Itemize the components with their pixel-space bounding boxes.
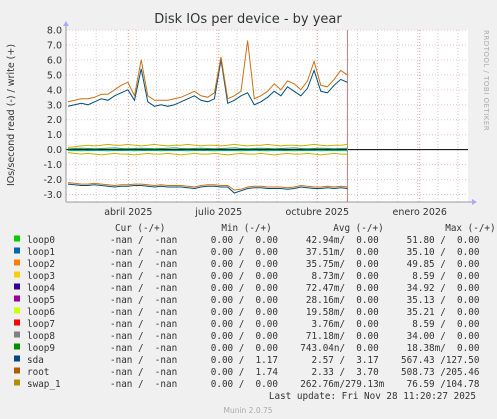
legend-swatch-loop2: [14, 259, 20, 266]
legend-values-loop8: -nan / -nan 0.00 / 0.00 71.18m/ 0.00 34.…: [110, 331, 479, 342]
x-tick-label: octubre 2025: [285, 207, 349, 218]
legend: Cur (-/+) Min (-/+) Avg (-/+) Max (-/+) …: [14, 223, 496, 390]
x-tick-label: julio 2025: [194, 207, 242, 218]
legend-values-loop5: -nan / -nan 0.00 / 0.00 28.16m/ 0.00 35.…: [110, 295, 479, 306]
y-tick-label: 1.0: [47, 130, 62, 141]
legend-values-loop9: -nan / -nan 0.00 / 0.00 743.04n/ 0.00 18…: [110, 343, 479, 354]
legend-name-loop5: loop5: [27, 295, 55, 306]
legend-values-loop1: -nan / -nan 0.00 / 0.00 37.51m/ 0.00 35.…: [110, 247, 479, 258]
legend-name-root: root: [27, 367, 49, 378]
legend-values-loop0: -nan / -nan 0.00 / 0.00 42.94m/ 0.00 51.…: [110, 235, 479, 246]
legend-name-loop9: loop9: [27, 343, 55, 354]
legend-name-loop6: loop6: [27, 307, 55, 318]
legend-values-loop2: -nan / -nan 0.00 / 0.00 35.75m/ 0.00 49.…: [110, 259, 479, 270]
y-tick-label: 7.0: [47, 40, 62, 51]
side-label: RRDTOOL / TOBI OETIKER: [482, 30, 490, 131]
series-line-sda-read: [67, 183, 348, 194]
plot-area: -3.0 -2.0 -1.0 0.0 1.0 2.0 3.0 4.0 5.0 6.0 7.0 8.0 a…: [43, 21, 477, 218]
legend-name-swap_1: swap_1: [27, 379, 61, 390]
x-tick-label: abril 2025: [104, 207, 152, 218]
legend-values-loop3: -nan / -nan 0.00 / 0.00 8.73m/ 0.00 8.59…: [110, 271, 479, 282]
y-axis-arrow: [63, 21, 69, 26]
legend-swatch-swap_1: [14, 379, 20, 386]
x-axis-arrow: [472, 199, 477, 205]
y-tick-label: 5.0: [47, 70, 62, 81]
legend-name-loop3: loop3: [27, 271, 55, 282]
y-tick-label: 6.0: [47, 55, 62, 66]
legend-swatch-loop4: [14, 283, 20, 290]
legend-swatch-loop1: [14, 247, 20, 254]
legend-swatch-sda: [14, 355, 20, 362]
legend-name-loop7: loop7: [27, 319, 55, 330]
legend-name-loop8: loop8: [27, 331, 55, 342]
series-line-root-read: [67, 182, 348, 191]
y-tick-label: 0.0: [47, 145, 62, 156]
legend-swatch-loop7: [14, 319, 20, 326]
y-tick-label: -2.0: [43, 175, 62, 186]
legend-swatch-loop0: [14, 235, 20, 242]
legend-values-root: -nan / -nan 0.00 / 1.74 2.33 / 3.70 508.…: [110, 367, 479, 378]
legend-name-loop1: loop1: [27, 247, 55, 258]
legend-swatch-loop9: [14, 343, 20, 350]
plot-background: [66, 30, 468, 202]
y-tick-label: -1.0: [43, 160, 62, 171]
y-axis-label: IOs/second read (-) / write (+): [6, 44, 17, 186]
legend-values-swap_1: -nan / -nan 0.00 / 0.00 262.76m/279.13m …: [110, 379, 479, 390]
legend-name-loop4: loop4: [27, 283, 55, 294]
legend-swatch-loop8: [14, 331, 20, 338]
x-tick-label: enero 2026: [393, 207, 447, 218]
chart-title: Disk IOs per device - by year: [154, 12, 342, 27]
legend-values-loop4: -nan / -nan 0.00 / 0.00 72.47m/ 0.00 34.…: [110, 283, 479, 294]
legend-name-loop2: loop2: [27, 259, 55, 270]
legend-name-sda: sda: [27, 355, 44, 366]
series-line-root-write: [67, 40, 348, 103]
legend-values-sda: -nan / -nan 0.00 / 1.17 2.57 / 3.17 567.…: [110, 355, 479, 366]
last-update: Last update: Fri Nov 28 11:20:27 2025: [269, 391, 476, 402]
series-line-sda-write: [67, 59, 348, 107]
y-tick-label: -3.0: [43, 190, 62, 201]
legend-name-loop0: loop0: [27, 235, 55, 246]
legend-header: Cur (-/+) Min (-/+) Avg (-/+) Max (-/+): [115, 223, 496, 234]
y-tick-label: 3.0: [47, 100, 62, 111]
legend-swatch-loop5: [14, 295, 20, 302]
legend-swatch-loop3: [14, 271, 20, 278]
series-line-swap_1-read: [67, 152, 348, 156]
munin-footer: Munin 2.0.75: [223, 406, 272, 415]
y-tick-label: 2.0: [47, 115, 62, 126]
y-tick-label: 8.0: [47, 26, 62, 37]
y-tick-label: 4.0: [47, 85, 62, 96]
legend-swatch-root: [14, 367, 20, 374]
series-line-loop8-write: [67, 147, 348, 150]
legend-swatch-loop6: [14, 307, 20, 314]
series-line-swap_1-write: [67, 143, 348, 148]
legend-values-loop7: -nan / -nan 0.00 / 0.00 3.76m/ 0.00 8.59…: [110, 319, 479, 330]
legend-values-loop6: -nan / -nan 0.00 / 0.00 19.58m/ 0.00 35.…: [110, 307, 479, 318]
